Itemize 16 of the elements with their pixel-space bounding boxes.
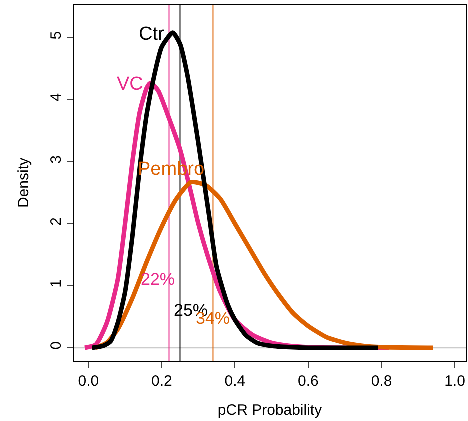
x-tick-label: 1.0 [444,373,466,390]
x-tick-label: 0.4 [224,373,246,390]
series-label: Ctr [139,24,165,45]
y-tick-label: 4 [48,93,65,102]
y-tick-label: 1 [48,280,65,288]
y-tick-label: 0 [48,342,65,350]
y-axis-title: Density [15,158,32,208]
x-tick-label: 0.2 [152,373,172,390]
y-tick-label: 5 [48,31,65,40]
x-tick-label: 0.0 [78,373,100,390]
x-axis-title: pCR Probability [218,402,323,419]
x-tick-label: 0.6 [298,373,319,390]
y-tick-label: 3 [48,155,65,164]
x-tick-label: 0.8 [371,373,392,390]
y-tick-label: 2 [48,218,65,226]
series-label: VC [117,74,144,95]
